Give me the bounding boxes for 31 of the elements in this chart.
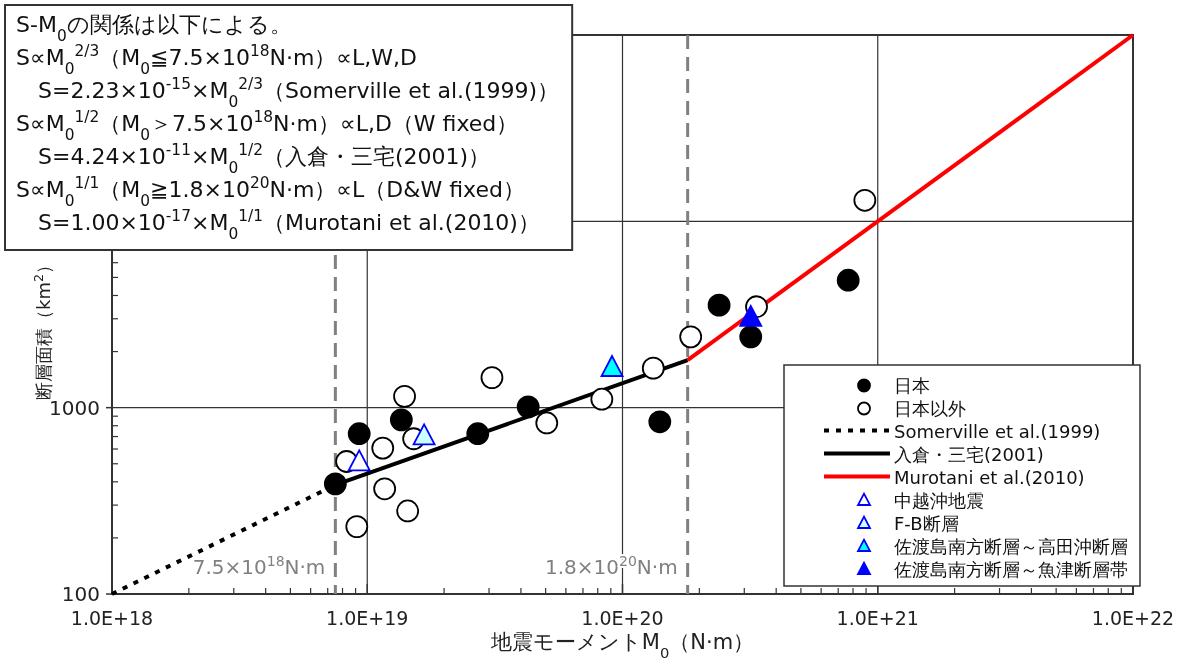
legend-item: F-B断層 <box>856 512 959 534</box>
annotation: S∝M$_{0}$$^{1/2}$（M$_{0}$＞7.5×10$^{18}$N·m）∝L,D（W fixed） <box>16 108 519 144</box>
legend-item: 日本以外 <box>857 397 966 419</box>
x-tick-label: 1.0E+18 <box>70 607 154 629</box>
y-tick-label: 100 <box>61 582 100 606</box>
legend-item: 佐渡島南方断層～高田沖断層 <box>856 535 1128 557</box>
annotation: S-M$_{0}$の関係は以下による。 <box>16 12 292 45</box>
legend-item: Murotani et al.(2010) <box>824 466 1085 488</box>
legend-item: 中越沖地震 <box>856 489 984 511</box>
x-tick-label: 1.0E+19 <box>326 607 409 629</box>
x-tick-label: 1.0E+21 <box>836 607 919 629</box>
annotation: S=4.24×10$^{-11}$×M$_{0}$$^{1/2}$（入倉・三宅(2001)） <box>16 141 491 177</box>
legend-label: 日本以外 <box>894 397 966 419</box>
x-tick-label: 1.0E+22 <box>1091 607 1175 629</box>
annotation: S=1.00×10$^{-17}$×M$_{0}$$^{1/1}$（Murotani et al.(2010)） <box>16 207 540 243</box>
x-axis-title: 地震モーメントM$_{0}$（N·m） <box>489 630 755 661</box>
ref-line-label: 7.5×10$^{18}$N·m <box>192 553 326 579</box>
legend-label: Murotani et al.(2010) <box>894 466 1085 488</box>
legend-item: 日本 <box>857 374 930 396</box>
legend-label: 日本 <box>894 374 930 396</box>
x-tick-label: 1.0E+20 <box>581 607 664 629</box>
legend-label: F-B断層 <box>894 512 959 534</box>
legend-label: 中越沖地震 <box>894 489 984 511</box>
annotation: S∝M$_{0}$$^{1/1}$（M$_{0}$≧1.8×10$^{20}$N·m）∝L（D&W fixed） <box>16 174 525 210</box>
annotation: S=2.23×10$^{-15}$×M$_{0}$$^{2/3}$（Somerville et al.(1999)） <box>16 75 560 111</box>
legend-item: 佐渡島南方断層～魚津断層帯 <box>856 558 1128 580</box>
legend-label: 入倉・三宅(2001) <box>894 443 1044 465</box>
legend-item: Somerville et al.(1999) <box>824 420 1101 442</box>
annotation: S∝M$_{0}$$^{2/3}$（M$_{0}$≦7.5×10$^{18}$N·m）∝L,W,D <box>16 42 418 78</box>
legend-item: 入倉・三宅(2001) <box>824 443 1044 465</box>
legend-label: Somerville et al.(1999) <box>894 420 1101 442</box>
